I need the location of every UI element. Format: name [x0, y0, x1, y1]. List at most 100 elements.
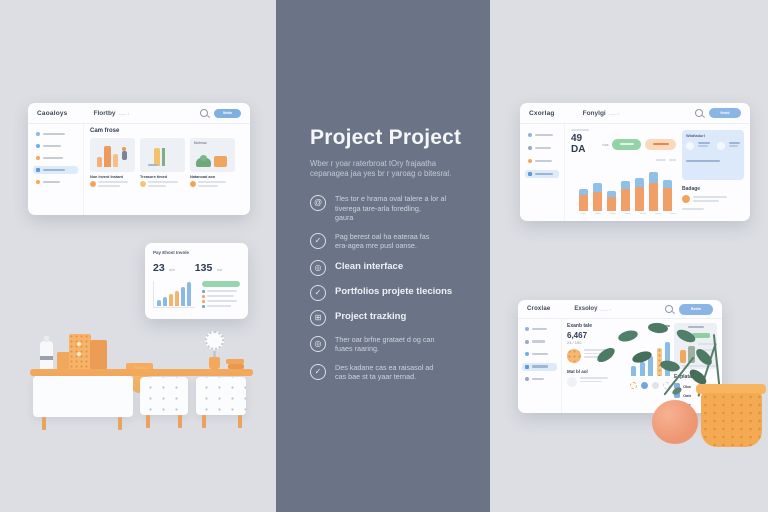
- sidebar-item[interactable]: [33, 130, 78, 138]
- row-name: Oba: [683, 383, 691, 389]
- page-title: Project Project: [310, 126, 462, 149]
- primary-button[interactable]: Nvrtd: [709, 108, 741, 118]
- sidebar-item-selected[interactable]: [33, 166, 78, 174]
- coin-stack: [228, 364, 244, 369]
- search-icon[interactable]: [200, 109, 208, 117]
- sidebar-item[interactable]: [522, 350, 557, 358]
- card-label: Nolrvoz: [194, 141, 207, 145]
- feature-text: Tles tor e hrama oval talere a lor al: [335, 194, 447, 203]
- bar: [154, 148, 160, 166]
- card-title: Natanoad aon: [190, 175, 216, 179]
- primary-button[interactable]: Bvttm: [679, 303, 713, 315]
- page-title: Exsoloy: [574, 306, 598, 312]
- card-illustration: [90, 138, 135, 172]
- sidebar-item-selected[interactable]: [522, 362, 557, 371]
- feature-item: ⊞ Project trazking: [310, 309, 464, 326]
- feature-text: gaura: [335, 213, 354, 222]
- sidebar-item-selected[interactable]: [525, 170, 559, 178]
- feature-text: Clean interface: [335, 260, 404, 272]
- sidebar-item[interactable]: [525, 131, 559, 139]
- bottle-band: [40, 356, 53, 360]
- primary-button[interactable]: Mvtto: [214, 108, 241, 118]
- feature-item: ◎ Ther oar brfne grataet d og can fuaes …: [310, 335, 464, 354]
- card-illustration: Nolrvoz: [190, 138, 235, 172]
- person-figure: [121, 151, 127, 160]
- progress-pill: [202, 281, 240, 287]
- circle-icon: ◎: [310, 335, 326, 352]
- circle-icon: ◎: [310, 259, 326, 276]
- subtitle-line: cepanagea jaa yes br r yaroag o bitesral…: [310, 169, 452, 178]
- stat-suffix: /wa: [602, 141, 609, 147]
- stats-card: Pay Ehost Invole 23 avh 135 rsd: [145, 243, 248, 319]
- status-dot[interactable]: [641, 382, 648, 389]
- stacked-bar: [607, 190, 616, 211]
- bar: [104, 146, 111, 167]
- bar: [157, 300, 161, 306]
- sidebar-item[interactable]: [33, 154, 78, 162]
- green-pill: [692, 333, 710, 338]
- stat-sub: 24 / 150: [567, 340, 582, 345]
- project-card[interactable]: Treasure timed: [140, 138, 185, 187]
- status-dot[interactable]: [652, 382, 659, 389]
- search-icon[interactable]: [665, 305, 673, 313]
- coin-stack: [226, 359, 244, 364]
- sidebar-item[interactable]: [33, 178, 78, 186]
- text-skeleton: [669, 159, 676, 161]
- avatar: [567, 377, 577, 387]
- legend-row: [202, 295, 240, 298]
- sidebar-item[interactable]: [525, 157, 559, 165]
- legend-row: [202, 305, 240, 308]
- desk-leg: [118, 417, 122, 430]
- card-title: Treasure timed: [140, 175, 168, 179]
- status-dot[interactable]: [630, 382, 637, 389]
- app-header: Cxorlag Fonylgi —— › Nvrtd: [520, 103, 750, 124]
- sidebar-item[interactable]: [522, 325, 557, 333]
- sidebar-item[interactable]: [522, 375, 557, 383]
- project-card[interactable]: Non Invest Instant: [90, 138, 135, 187]
- bar: [97, 157, 102, 167]
- box: [214, 156, 227, 167]
- bar: [631, 366, 636, 376]
- stacked-bar-chart: [571, 163, 676, 211]
- project-card[interactable]: Nolrvoz Natanoad aon: [190, 138, 235, 187]
- green-pill-button[interactable]: [612, 138, 642, 150]
- bar: [648, 356, 653, 376]
- drawer: [140, 377, 188, 415]
- text-skeleton: [686, 160, 720, 162]
- top-right-app-window: Cxorlag Fonylgi —— › Nvrtd 49 DA /wa: [520, 103, 750, 221]
- subtitle: Wber r yoar raterbroat tOry frajaatha ce…: [310, 159, 464, 179]
- sidebar-item[interactable]: [525, 144, 559, 152]
- box: [57, 352, 71, 370]
- orange-pill-button[interactable]: [645, 138, 677, 150]
- desk-leg: [178, 415, 182, 428]
- bottle: [40, 341, 53, 370]
- fruit: [652, 400, 698, 444]
- shape: [148, 164, 158, 166]
- app-logo: Cxorlag: [529, 109, 555, 117]
- bush: [200, 155, 207, 161]
- stat-suffix: rsd: [216, 268, 222, 272]
- subtitle-line: Wber r yoar raterbroat tOry frajaatha: [310, 159, 437, 168]
- page-title: Flortby: [93, 109, 116, 117]
- box: [90, 340, 107, 370]
- calendar-icon: ⊞: [310, 309, 326, 326]
- badge-avatar: [682, 195, 690, 203]
- card-illustration: [140, 138, 185, 172]
- sidebar-item[interactable]: [522, 338, 557, 346]
- left-app-header: Caoaloys Flortby —— › Mvtto: [28, 103, 250, 124]
- desk-surface: [30, 369, 253, 376]
- center-feature-panel: Project Project Wber r yoar raterbroat t…: [276, 0, 490, 512]
- check-icon: ✓: [310, 232, 326, 249]
- sidebar-item[interactable]: [33, 142, 78, 150]
- search-icon[interactable]: [695, 109, 703, 117]
- cabinet: [33, 376, 133, 417]
- bottom-right-app-window: Croxlae Exsoloy —— › Bvttm Exanb tale 6,…: [518, 300, 722, 413]
- figure: [688, 346, 695, 363]
- legend-row: [202, 290, 240, 293]
- text-skeleton: [571, 129, 589, 131]
- stat-value: 135: [194, 262, 213, 274]
- feature-text: Pag berest oal ha eateraa fas: [335, 231, 430, 241]
- bush: [196, 158, 211, 167]
- desk-leg: [202, 415, 206, 428]
- list-icon: [674, 383, 680, 389]
